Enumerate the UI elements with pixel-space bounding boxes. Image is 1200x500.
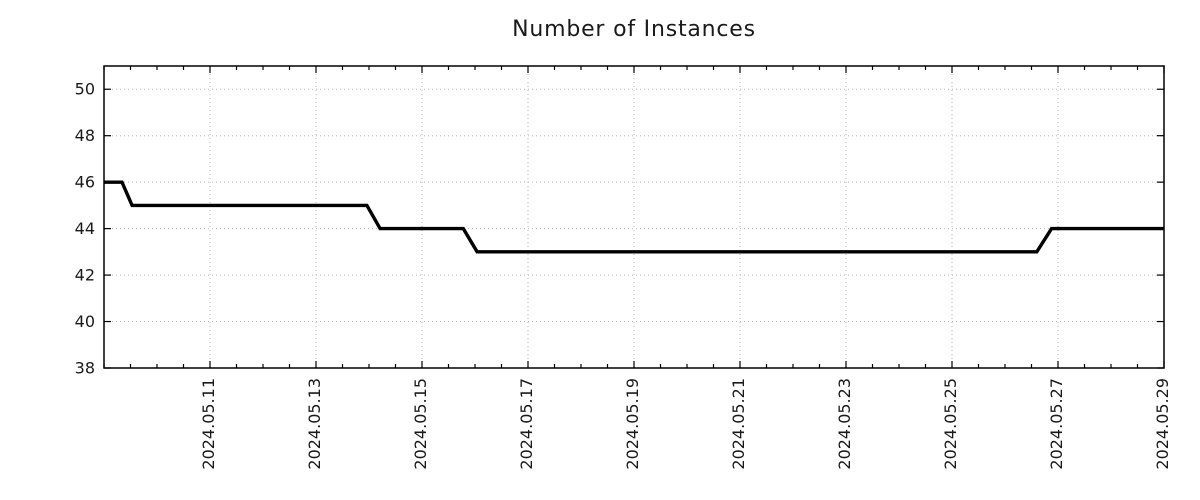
x-tick-label: 2024.05.27 bbox=[1047, 378, 1066, 470]
y-axis-labels: 38 40 42 44 46 48 50 bbox=[75, 80, 95, 378]
y-tick-label: 40 bbox=[75, 312, 95, 331]
y-tick-label: 44 bbox=[75, 219, 95, 238]
chart-title: Number of Instances bbox=[512, 17, 756, 42]
y-tick-label: 42 bbox=[75, 266, 95, 285]
y-tick-label: 46 bbox=[75, 173, 95, 192]
x-tick-label: 2024.05.23 bbox=[835, 378, 854, 470]
x-tick-label: 2024.05.13 bbox=[305, 378, 324, 470]
x-tick-label: 2024.05.11 bbox=[199, 378, 218, 470]
x-axis-labels: 2024.05.11 2024.05.13 2024.05.15 2024.05.17… bbox=[199, 378, 1172, 470]
y-tick-label: 50 bbox=[75, 80, 95, 99]
x-tick-label: 2024.05.21 bbox=[729, 378, 748, 470]
y-tick-label: 48 bbox=[75, 126, 95, 145]
x-tick-label: 2024.05.15 bbox=[411, 378, 430, 470]
x-tick-label: 2024.05.17 bbox=[517, 378, 536, 470]
x-tick-label: 2024.05.19 bbox=[623, 378, 642, 470]
data-line-instances bbox=[104, 180, 1164, 254]
gridlines bbox=[104, 66, 1165, 369]
plot-border bbox=[103, 65, 1165, 369]
x-tick-label: 2024.05.25 bbox=[941, 378, 960, 470]
y-tick-label: 38 bbox=[75, 359, 95, 378]
x-tick-label: 2024.05.29 bbox=[1153, 378, 1172, 470]
